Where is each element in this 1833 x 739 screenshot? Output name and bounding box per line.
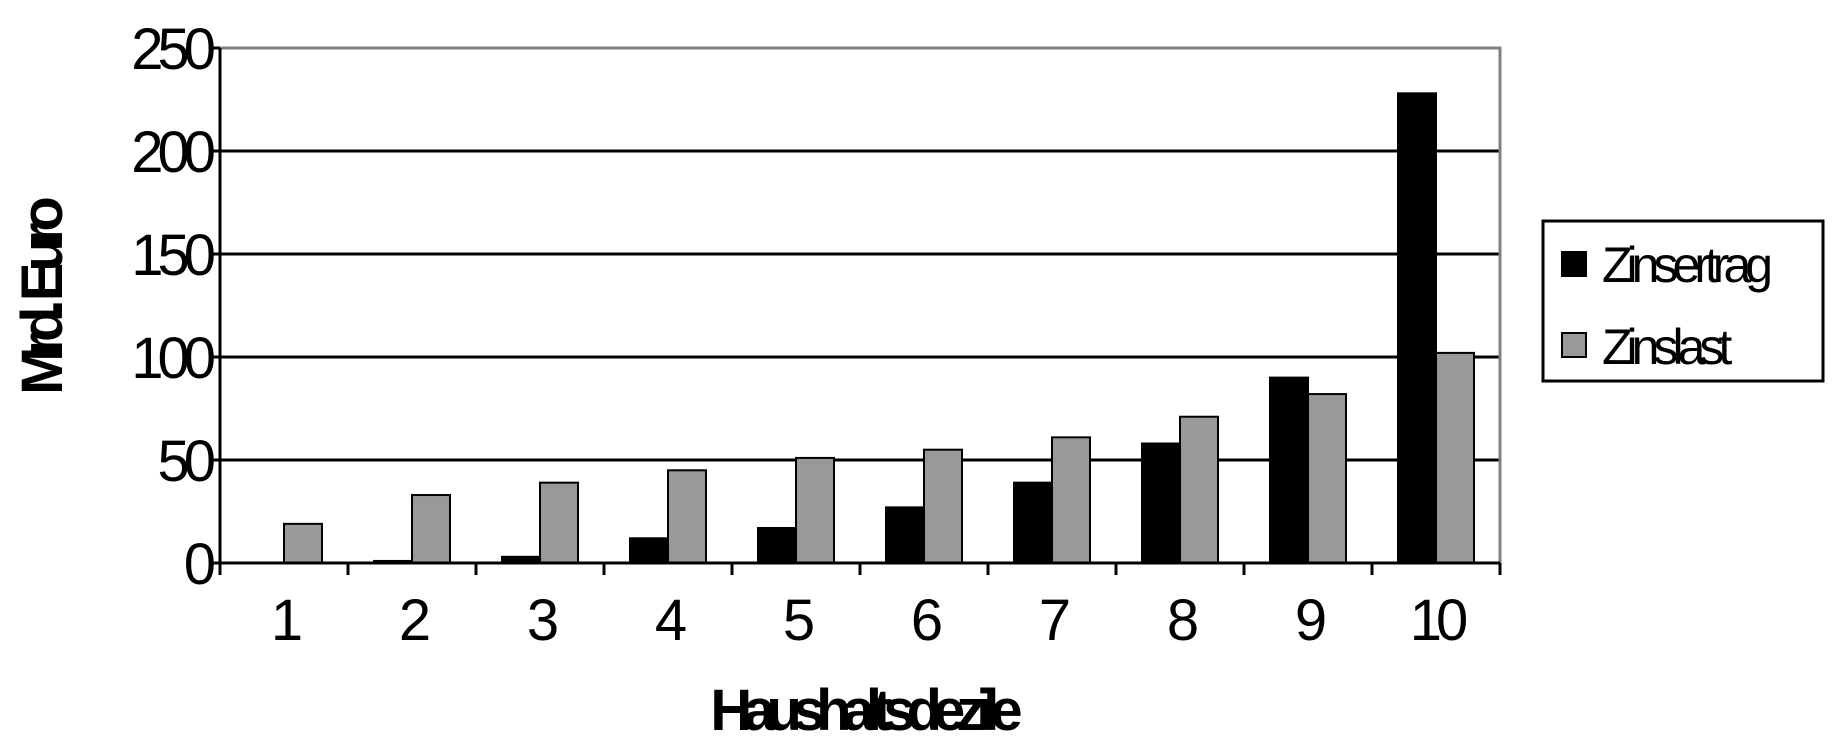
- axes: [210, 46, 1502, 575]
- legend: Zinsertrag Zinslast: [1541, 219, 1825, 383]
- x-tick-label: 2: [399, 588, 429, 653]
- bar-zinsertrag-10: [1397, 92, 1437, 564]
- x-tick-label: 5: [783, 588, 813, 653]
- legend-label-zinsertrag: Zinsertrag: [1602, 237, 1770, 293]
- bar-zinslast-5: [795, 456, 835, 564]
- x-tick-label: 1: [271, 588, 301, 653]
- bar-zinslast-7: [1051, 436, 1091, 564]
- x-tick-label: 3: [527, 588, 557, 653]
- legend-swatch-zinsertrag: [1561, 251, 1587, 277]
- bar-zinslast-2: [411, 494, 451, 564]
- x-tick-label: 8: [1167, 588, 1197, 653]
- bar-zinsertrag-9: [1269, 376, 1309, 564]
- bars: [283, 92, 1475, 565]
- y-tick-label: 200: [131, 120, 214, 185]
- x-tick-label: 4: [655, 588, 686, 653]
- bar-zinslast-3: [539, 481, 579, 564]
- bar-zinslast-6: [923, 448, 963, 565]
- x-tick-label: 9: [1295, 588, 1325, 653]
- y-axis-title: Mrd. Euro: [10, 198, 75, 395]
- x-axis-title: Haushaltsdezile: [710, 678, 1021, 734]
- x-tick-labels: 1 2 3 4 5 6 7 8 9 10: [271, 588, 1472, 653]
- bar-zinsertrag-8: [1141, 442, 1181, 564]
- y-tick-labels: 0 50 100 150 200 250: [131, 17, 220, 597]
- bar-zinslast-1: [283, 522, 323, 564]
- bar-zinslast-8: [1179, 415, 1219, 564]
- y-tick-label: 250: [131, 17, 214, 82]
- x-tick-label: 10: [1410, 588, 1466, 653]
- legend-swatch-zinslast: [1561, 332, 1587, 358]
- bar-zinsertrag-7: [1013, 481, 1053, 564]
- x-tick-label: 6: [911, 588, 941, 653]
- bar-zinslast-10: [1435, 351, 1475, 564]
- y-tick-label: 100: [131, 326, 214, 391]
- bar-zinsertrag-5: [757, 526, 797, 564]
- bar-zinslast-4: [667, 469, 707, 564]
- y-tick-label: 150: [131, 223, 214, 288]
- bar-zinsertrag-4: [629, 537, 669, 565]
- x-tick-label: 7: [1039, 588, 1069, 653]
- bar-zinsertrag-6: [885, 506, 925, 565]
- legend-box: [1541, 219, 1825, 383]
- y-tick-label: 50: [157, 429, 213, 494]
- bar-zinslast-9: [1307, 393, 1347, 564]
- y-tick-label: 0: [184, 532, 214, 597]
- legend-label-zinslast: Zinslast: [1602, 319, 1732, 375]
